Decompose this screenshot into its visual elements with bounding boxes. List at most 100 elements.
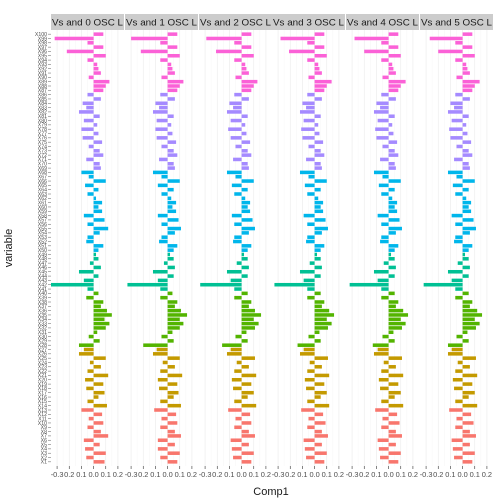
bar [234,295,242,300]
y-tick-label: X92 [38,67,47,73]
bar [451,438,463,443]
y-tick-label: X8 [41,429,47,435]
bar [87,41,94,45]
bar [241,166,249,170]
y-tick-label: X7 [41,434,47,440]
bar [241,291,248,296]
bar [93,304,101,309]
bar [423,282,463,287]
bar [314,330,320,335]
bar [86,157,94,162]
bar [127,282,168,287]
bar [454,386,463,391]
bar [307,287,315,291]
bar [167,317,180,322]
bar [462,114,469,119]
y-tick-label: X3 [41,451,47,457]
bar [93,382,104,386]
bar [160,455,168,460]
bar [241,326,255,330]
bar [241,179,254,183]
bar [451,213,463,218]
y-tick-label: X20 [38,378,47,384]
bar [381,295,389,300]
bar [241,131,247,136]
y-tick-label: X51 [38,244,47,250]
bar [302,136,315,140]
bar [462,131,468,136]
bar [167,257,174,261]
bar [157,377,168,382]
bar [388,45,399,49]
bar [314,244,325,248]
bar [234,192,242,196]
bar [462,231,470,235]
bar [452,447,463,451]
bar [241,66,247,71]
bar [167,161,174,166]
bar [241,153,252,157]
bar [93,373,109,378]
bar [388,308,404,313]
bar [314,140,324,144]
bar [377,278,389,283]
bar [429,36,463,41]
bar [377,438,389,443]
x-tick-label: 0.2 [113,470,123,479]
bar [241,317,254,322]
bar [161,235,168,239]
bar [241,114,248,119]
bar [87,425,94,430]
bar [314,317,327,322]
bar [131,36,168,41]
bar [380,386,389,391]
bar [230,136,242,140]
bar [314,308,330,313]
y-tick-label: X27 [38,347,47,353]
bar [314,32,325,36]
bar [307,399,315,404]
bar [314,442,322,447]
bar [314,291,321,296]
bar [364,49,389,54]
bar [241,71,249,75]
bar [388,460,399,464]
bar [388,166,396,170]
bar [314,45,325,49]
bar [93,451,106,455]
bar [93,45,104,49]
bar [234,222,242,227]
bar [462,88,473,93]
y-tick-label: X69 [38,166,47,172]
bar [450,136,463,140]
bar [307,369,315,373]
bar [380,239,389,244]
bar [306,105,315,110]
y-tick-label: X29 [38,339,47,345]
y-tick-label: X65 [38,183,47,189]
bar [241,205,248,209]
bar [167,356,180,360]
bar [241,442,249,447]
facet-strip-label: Vs and 3 OSC L [273,18,344,28]
bar [462,373,478,378]
bar [241,196,246,201]
bar [167,166,175,170]
bar [455,92,463,97]
bar [167,196,172,201]
bar [233,157,242,162]
bar [228,408,242,412]
bar [167,244,178,248]
bar [388,205,395,209]
bar [226,352,242,356]
bar [241,79,258,84]
bar [462,187,469,192]
bar [303,213,315,218]
y-tick-label: X94 [38,58,47,64]
bar [241,218,253,222]
bar [388,300,399,304]
bar [462,84,475,88]
bar [303,278,315,283]
bar [383,360,389,365]
y-tick-label: X58 [38,213,47,219]
